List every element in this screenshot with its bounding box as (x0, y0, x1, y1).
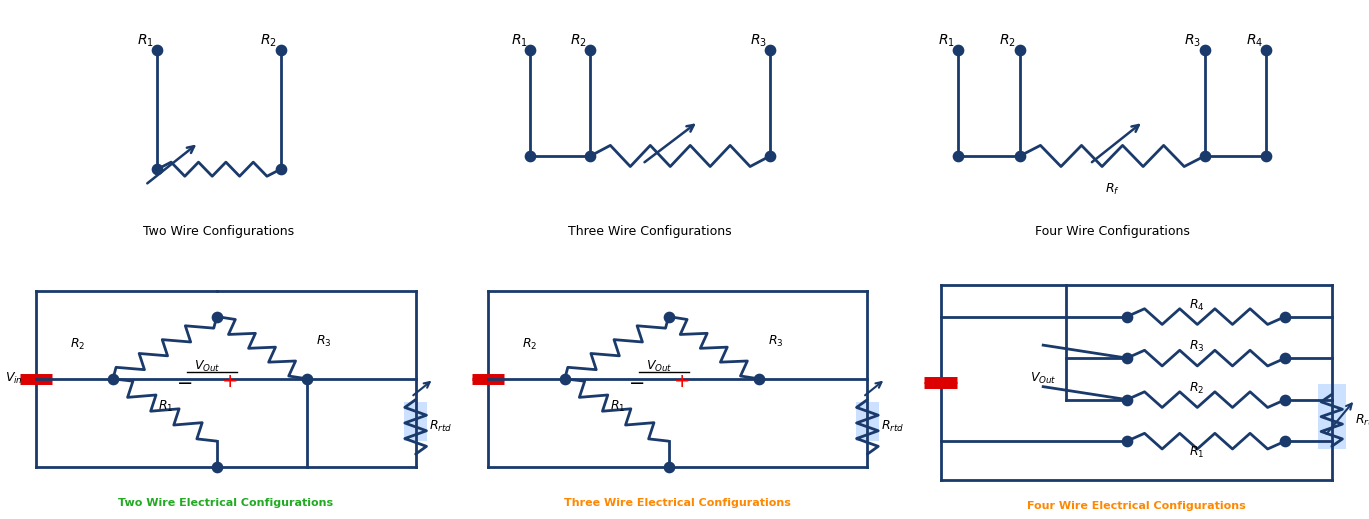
Text: $R_2$: $R_2$ (571, 33, 587, 49)
Point (146, 46, 168, 54)
Point (270, 46, 292, 54)
Text: $R_4$: $R_4$ (1188, 298, 1205, 313)
Point (947, 152, 969, 160)
Point (1009, 152, 1031, 160)
Text: $V_{in}$: $V_{in}$ (4, 371, 22, 387)
Point (1116, 395, 1138, 404)
Bar (1318, 384, 1346, 449)
Text: $R_f$: $R_f$ (1105, 182, 1120, 197)
Point (1116, 437, 1138, 445)
Text: $R_3$: $R_3$ (316, 334, 331, 349)
Point (519, 152, 541, 160)
Text: $R_3$: $R_3$ (1190, 339, 1205, 354)
Point (296, 375, 318, 383)
Text: $R_{rtd}$: $R_{rtd}$ (882, 419, 905, 434)
Text: $R_1$: $R_1$ (938, 33, 954, 49)
Point (1009, 46, 1031, 54)
Point (205, 463, 227, 471)
Bar (404, 402, 427, 441)
Text: $V_{Out}$: $V_{Out}$ (1029, 371, 1057, 386)
Text: $V_{Out}$: $V_{Out}$ (194, 359, 222, 374)
Point (1255, 152, 1277, 160)
Text: $R_1$: $R_1$ (511, 33, 527, 49)
Text: Two Wire Electrical Configurations: Two Wire Electrical Configurations (118, 498, 334, 508)
Text: Three Wire Electrical Configurations: Three Wire Electrical Configurations (564, 498, 791, 508)
Point (1275, 395, 1296, 404)
Text: $R_3$: $R_3$ (750, 33, 767, 49)
Point (270, 165, 292, 173)
Point (758, 46, 780, 54)
Text: $V_{Out}$: $V_{Out}$ (646, 359, 674, 374)
Point (205, 312, 227, 321)
Text: Two Wire Configurations: Two Wire Configurations (144, 225, 294, 238)
Point (1194, 152, 1216, 160)
Point (519, 46, 541, 54)
Text: Four Wire Electrical Configurations: Four Wire Electrical Configurations (1027, 501, 1246, 511)
Bar (856, 402, 879, 441)
Text: $R_1$: $R_1$ (137, 33, 153, 49)
Point (1275, 437, 1296, 445)
Text: $-$: $-$ (177, 372, 193, 391)
Text: $R_2$: $R_2$ (70, 337, 85, 352)
Point (657, 312, 679, 321)
Text: $+$: $+$ (222, 372, 238, 391)
Point (657, 463, 679, 471)
Text: $R_3$: $R_3$ (768, 334, 783, 349)
Point (103, 375, 125, 383)
Text: $R_1$: $R_1$ (611, 399, 626, 414)
Text: $R_2$: $R_2$ (522, 337, 537, 352)
Point (579, 152, 601, 160)
Text: $+$: $+$ (674, 372, 690, 391)
Text: $R_2$: $R_2$ (260, 33, 277, 49)
Point (758, 152, 780, 160)
Point (947, 46, 969, 54)
Point (554, 375, 576, 383)
Point (1116, 354, 1138, 362)
Point (1255, 46, 1277, 54)
Point (146, 165, 168, 173)
Text: $R_1$: $R_1$ (1190, 444, 1205, 459)
Point (1275, 312, 1296, 321)
Text: $R_{rtd}$: $R_{rtd}$ (1355, 413, 1369, 428)
Text: $R_1$: $R_1$ (159, 399, 174, 414)
Text: $R_{rtd}$: $R_{rtd}$ (430, 419, 453, 434)
Text: $R_4$: $R_4$ (1246, 33, 1264, 49)
Point (579, 46, 601, 54)
Point (1275, 354, 1296, 362)
Point (1194, 46, 1216, 54)
Point (747, 375, 769, 383)
Text: $R_2$: $R_2$ (999, 33, 1016, 49)
Text: $R_2$: $R_2$ (1190, 381, 1205, 396)
Text: Three Wire Configurations: Three Wire Configurations (568, 225, 732, 238)
Point (1116, 312, 1138, 321)
Text: Four Wire Configurations: Four Wire Configurations (1035, 225, 1190, 238)
Text: $-$: $-$ (628, 372, 645, 391)
Text: $R_3$: $R_3$ (1184, 33, 1201, 49)
